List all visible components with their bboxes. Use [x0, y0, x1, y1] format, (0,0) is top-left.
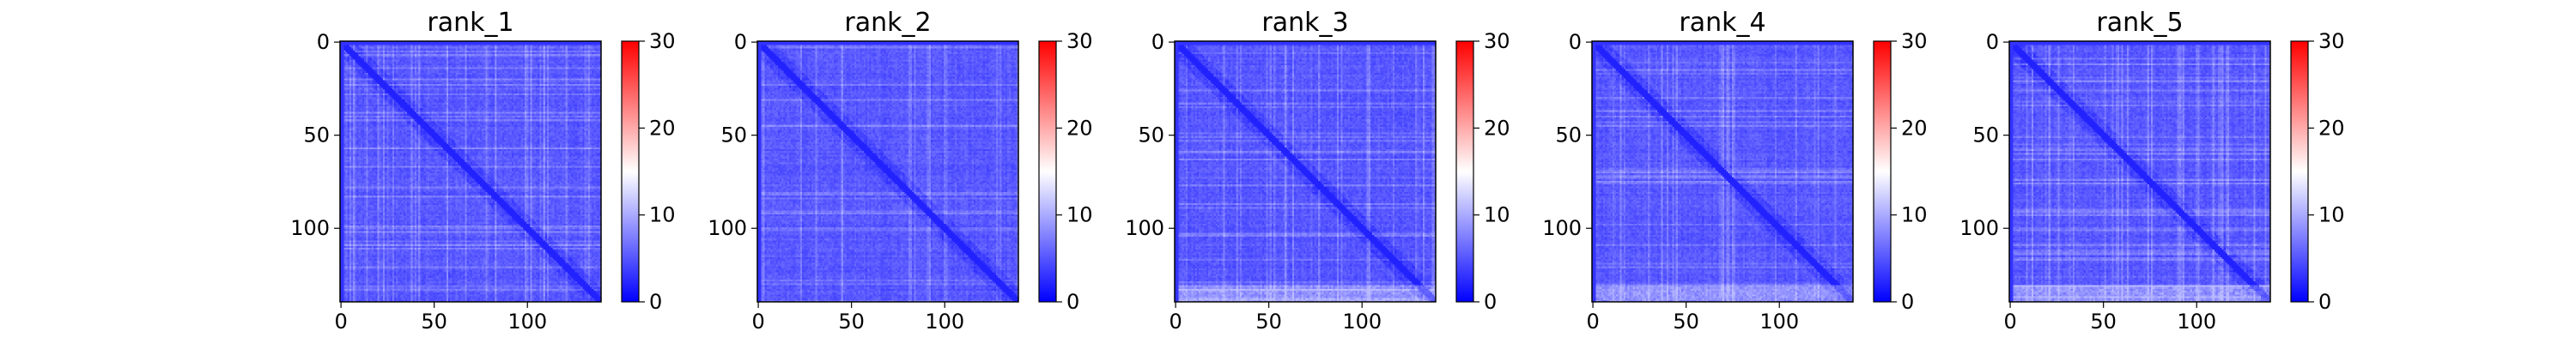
y-tick-label: 0 [1151, 30, 1164, 54]
x-tick-label: 50 [2090, 310, 2117, 334]
axes-frame [1174, 40, 1437, 303]
x-tick-label: 50 [1255, 310, 1282, 334]
colorbar-tick-label: 10 [1484, 203, 1510, 227]
colorbar-tick-label: 10 [1066, 203, 1093, 227]
heatmap-panel-5: rank_5 0 50 100 0 50 100 0 10 20 30 [1959, 8, 2344, 334]
panel-title: rank_4 [1679, 8, 1765, 38]
colorbar [1455, 40, 1474, 303]
heatmap-panel-4: rank_4 0 50 100 0 50 100 0 10 20 30 [1542, 8, 1927, 334]
heatmap-image [757, 41, 1018, 302]
panel-title: rank_1 [427, 8, 513, 38]
heatmap-panel-1: rank_1 0 50 100 0 50 100 0 10 20 30 [290, 8, 675, 334]
colorbar [1038, 40, 1057, 303]
y-tick-label: 0 [1569, 30, 1582, 54]
panel-title: rank_2 [844, 8, 931, 38]
x-tick-label: 100 [507, 310, 547, 334]
x-tick-label: 0 [751, 310, 764, 334]
colorbar-tick-label: 0 [1484, 290, 1497, 314]
x-tick-label: 0 [1169, 310, 1182, 334]
colorbar-tick-label: 20 [1066, 116, 1093, 140]
heatmap-image [1175, 41, 1436, 302]
x-tick-label: 50 [838, 310, 865, 334]
colorbar [1873, 40, 1892, 303]
y-tick-label: 50 [303, 123, 330, 147]
panel-title: rank_3 [1261, 8, 1348, 38]
y-tick-label: 100 [1125, 216, 1164, 240]
y-tick-label: 50 [1972, 123, 1999, 147]
colorbar [2290, 40, 2309, 303]
colorbar [621, 40, 640, 303]
x-tick-label: 100 [1759, 310, 1799, 334]
y-tick-label: 0 [1986, 30, 1999, 54]
x-tick-label: 100 [1342, 310, 1382, 334]
y-tick-label: 50 [1138, 123, 1164, 147]
colorbar-tick-label: 30 [1484, 29, 1510, 53]
x-tick-label: 50 [421, 310, 447, 334]
y-tick-label: 50 [720, 123, 747, 147]
y-tick-label: 100 [1959, 216, 1999, 240]
panel-title: rank_5 [2096, 8, 2183, 38]
heatmap-image [2009, 41, 2270, 302]
y-tick-label: 100 [708, 216, 747, 240]
heatmap-image [340, 41, 601, 302]
heatmap-panel-3: rank_3 0 50 100 0 50 100 0 10 20 30 [1125, 8, 1510, 334]
axes-frame [2008, 40, 2271, 303]
x-tick-label: 100 [925, 310, 964, 334]
y-tick-label: 100 [290, 216, 330, 240]
colorbar-tick-label: 0 [2318, 290, 2331, 314]
axes-frame [756, 40, 1019, 303]
colorbar-tick-label: 30 [2318, 29, 2345, 53]
heatmap-panel-2: rank_2 0 50 100 0 50 100 0 10 20 30 [708, 8, 1092, 334]
x-tick-label: 0 [334, 310, 347, 334]
colorbar-tick-label: 30 [649, 29, 676, 53]
colorbar-tick-label: 0 [1901, 290, 1914, 314]
colorbar-tick-label: 0 [649, 290, 662, 314]
y-tick-label: 100 [1542, 216, 1582, 240]
heatmap-image [1592, 41, 1853, 302]
x-tick-label: 50 [1673, 310, 1699, 334]
colorbar-tick-label: 0 [1066, 290, 1079, 314]
colorbar-tick-label: 30 [1066, 29, 1093, 53]
colorbar-tick-label: 30 [1901, 29, 1928, 53]
axes-frame [339, 40, 602, 303]
colorbar-tick-label: 20 [1484, 116, 1510, 140]
axes-frame [1591, 40, 1854, 303]
y-tick-label: 50 [1555, 123, 1582, 147]
x-tick-label: 0 [1586, 310, 1599, 334]
colorbar-tick-label: 20 [1901, 116, 1928, 140]
x-tick-label: 0 [2003, 310, 2016, 334]
y-tick-label: 0 [317, 30, 330, 54]
y-tick-label: 0 [734, 30, 747, 54]
colorbar-tick-label: 20 [649, 116, 676, 140]
colorbar-tick-label: 20 [2318, 116, 2345, 140]
x-tick-label: 100 [2177, 310, 2216, 334]
colorbar-tick-label: 10 [2318, 203, 2345, 227]
colorbar-tick-label: 10 [649, 203, 676, 227]
colorbar-tick-label: 10 [1901, 203, 1928, 227]
